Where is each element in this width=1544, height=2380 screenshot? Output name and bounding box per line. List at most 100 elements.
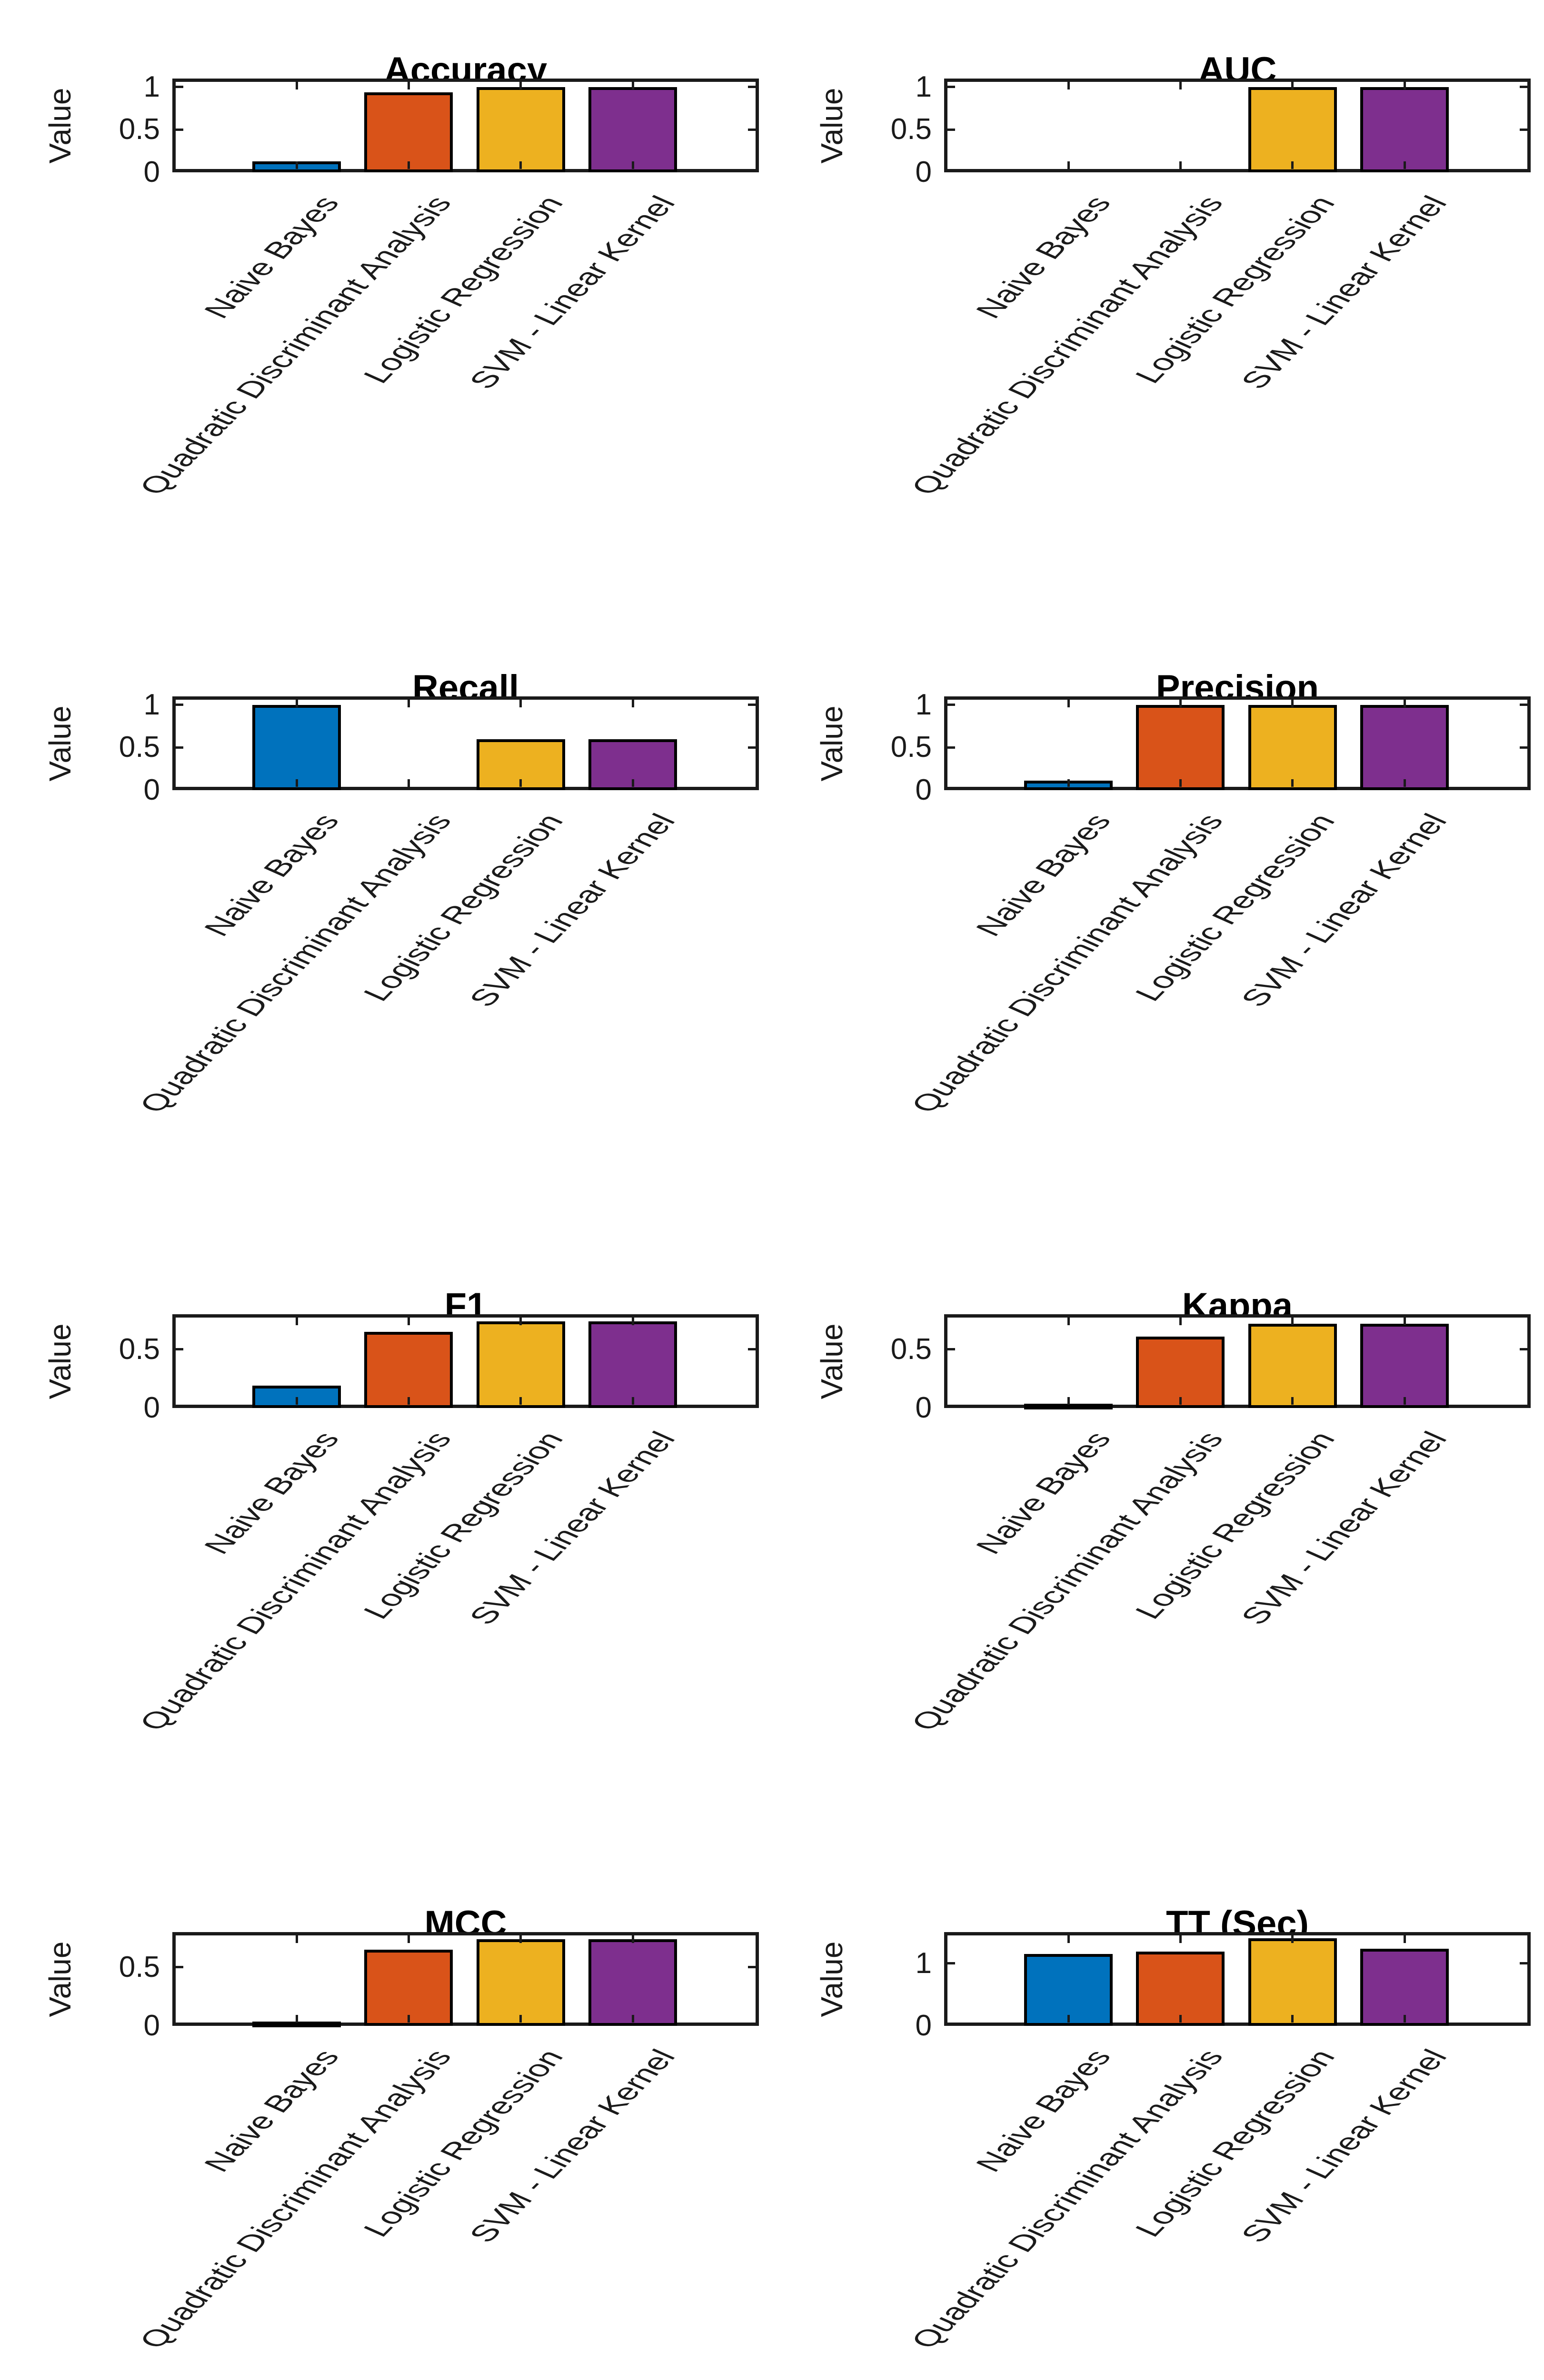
x-tick-label: SVM - Linear Kernel bbox=[460, 812, 685, 1010]
tick-mark bbox=[631, 82, 634, 89]
tick-mark bbox=[176, 1966, 183, 1969]
chart-recall: Recall Value 0 0.5 1 Naive Bayes Quadratic D… bbox=[0, 618, 772, 1236]
tick-mark bbox=[748, 704, 756, 706]
bar-logistic-regression bbox=[1248, 87, 1337, 172]
tick-mark bbox=[407, 779, 410, 787]
x-tick-label: Logistic Regression bbox=[354, 194, 573, 386]
x-tick-label: SVM - Linear Kernel bbox=[1232, 1429, 1456, 1627]
y-tick-label: 0.5 bbox=[119, 731, 160, 764]
tick-mark bbox=[295, 1397, 298, 1405]
tick-mark bbox=[947, 704, 955, 706]
tick-mark bbox=[1291, 1935, 1294, 1943]
bar-svm-linear-kernel bbox=[588, 1321, 677, 1408]
y-tick-label: 1 bbox=[915, 1946, 932, 1980]
tick-mark bbox=[631, 700, 634, 707]
y-tick-label: 1 bbox=[915, 70, 932, 103]
chart-accuracy: Accuracy Value 0 0.5 1 Naive Bayes Quadratic… bbox=[0, 0, 772, 618]
y-tick-label: 0.5 bbox=[890, 113, 932, 146]
chart-tt-sec: TT (Sec) Value 0 1 Naive Bayes Quadratic Di… bbox=[772, 1854, 1544, 2380]
tick-mark bbox=[519, 1935, 522, 1943]
tick-mark bbox=[519, 700, 522, 707]
x-tick-label: SVM - Linear Kernel bbox=[460, 194, 685, 392]
tick-mark bbox=[1067, 779, 1070, 787]
tick-mark bbox=[631, 2015, 634, 2023]
tick-mark bbox=[295, 2015, 298, 2023]
tick-mark bbox=[519, 82, 522, 89]
tick-mark bbox=[295, 161, 298, 169]
tick-mark bbox=[1291, 779, 1294, 787]
bar-svm-linear-kernel bbox=[588, 87, 677, 172]
bar-naive-bayes bbox=[252, 1386, 341, 1408]
tick-mark bbox=[1067, 82, 1070, 89]
y-tick-label: 0.5 bbox=[890, 731, 932, 764]
y-tick-label: 1 bbox=[915, 688, 932, 721]
y-tick-label: 0 bbox=[143, 774, 160, 806]
bar-logistic-regression bbox=[1248, 705, 1337, 790]
bar-naive-bayes bbox=[252, 705, 341, 790]
x-tick-label: Logistic Regression bbox=[1126, 1429, 1345, 1622]
tick-mark bbox=[1403, 1318, 1406, 1325]
tick-mark bbox=[1520, 704, 1527, 706]
tick-mark bbox=[631, 1318, 634, 1325]
tick-mark bbox=[1403, 1935, 1406, 1943]
bar-logistic-regression bbox=[1248, 1324, 1337, 1408]
y-tick-label: 0 bbox=[143, 1391, 160, 1424]
tick-mark bbox=[519, 1318, 522, 1325]
tick-mark bbox=[1520, 746, 1527, 749]
chart-precision: Precision Value 0 0.5 1 Naive Bayes Quadrati… bbox=[772, 618, 1544, 1236]
x-tick-label: Logistic Regression bbox=[354, 812, 573, 1004]
y-tick-label: 0 bbox=[143, 156, 160, 188]
tick-mark bbox=[748, 1348, 756, 1351]
tick-mark bbox=[407, 700, 410, 707]
x-tick-label: Logistic Regression bbox=[354, 2047, 573, 2240]
x-tick-label: SVM - Linear Kernel bbox=[1232, 194, 1456, 392]
bar-logistic-regression bbox=[1248, 1938, 1337, 2026]
tick-mark bbox=[176, 128, 183, 131]
tick-mark bbox=[295, 1935, 298, 1943]
x-tick-label: SVM - Linear Kernel bbox=[1232, 812, 1456, 1010]
y-tick-label: 0.5 bbox=[119, 1950, 160, 1983]
y-tick-label: 0 bbox=[915, 774, 932, 806]
tick-mark bbox=[1291, 1397, 1294, 1405]
x-tick-label: Logistic Regression bbox=[1126, 194, 1345, 386]
y-tick-label: 0.5 bbox=[119, 113, 160, 146]
y-tick-label: 0 bbox=[915, 2009, 932, 2042]
tick-mark bbox=[1179, 1318, 1182, 1325]
x-tick-label: Logistic Regression bbox=[1126, 812, 1345, 1004]
chart-f1: F1 Value 0 0.5 Naive Bayes Quadratic Discri… bbox=[0, 1236, 772, 1854]
tick-mark bbox=[1403, 700, 1406, 707]
x-tick-label: Logistic Regression bbox=[1126, 2047, 1345, 2240]
tick-mark bbox=[1291, 1318, 1294, 1325]
tick-mark bbox=[631, 779, 634, 787]
tick-mark bbox=[1403, 2015, 1406, 2023]
chart-mcc: MCC Value 0 0.5 Naive Bayes Quadratic Discr… bbox=[0, 1854, 772, 2380]
tick-mark bbox=[176, 746, 183, 749]
x-tick-label: Logistic Regression bbox=[354, 1429, 573, 1622]
tick-mark bbox=[631, 1397, 634, 1405]
x-tick-label: SVM - Linear Kernel bbox=[460, 1429, 685, 1627]
y-tick-label: 1 bbox=[143, 70, 160, 103]
tick-mark bbox=[407, 1397, 410, 1405]
tick-mark bbox=[295, 779, 298, 787]
tick-mark bbox=[1179, 1397, 1182, 1405]
tick-mark bbox=[1067, 700, 1070, 707]
tick-mark bbox=[1067, 1318, 1070, 1325]
tick-mark bbox=[519, 1397, 522, 1405]
tick-mark bbox=[407, 2015, 410, 2023]
y-tick-label: 0.5 bbox=[119, 1332, 160, 1366]
tick-mark bbox=[947, 1348, 955, 1351]
tick-mark bbox=[1520, 1348, 1527, 1351]
tick-mark bbox=[631, 1935, 634, 1943]
bar-quadratic-discriminant-analysis bbox=[364, 1950, 453, 2026]
tick-mark bbox=[1403, 82, 1406, 89]
tick-mark bbox=[519, 779, 522, 787]
tick-mark bbox=[1067, 1935, 1070, 1943]
tick-mark bbox=[1520, 1962, 1527, 1965]
tick-mark bbox=[1179, 1935, 1182, 1943]
tick-mark bbox=[407, 161, 410, 169]
tick-mark bbox=[1403, 779, 1406, 787]
tick-mark bbox=[176, 86, 183, 89]
y-tick-label: 1 bbox=[143, 688, 160, 721]
y-tick-label: 0 bbox=[915, 156, 932, 188]
